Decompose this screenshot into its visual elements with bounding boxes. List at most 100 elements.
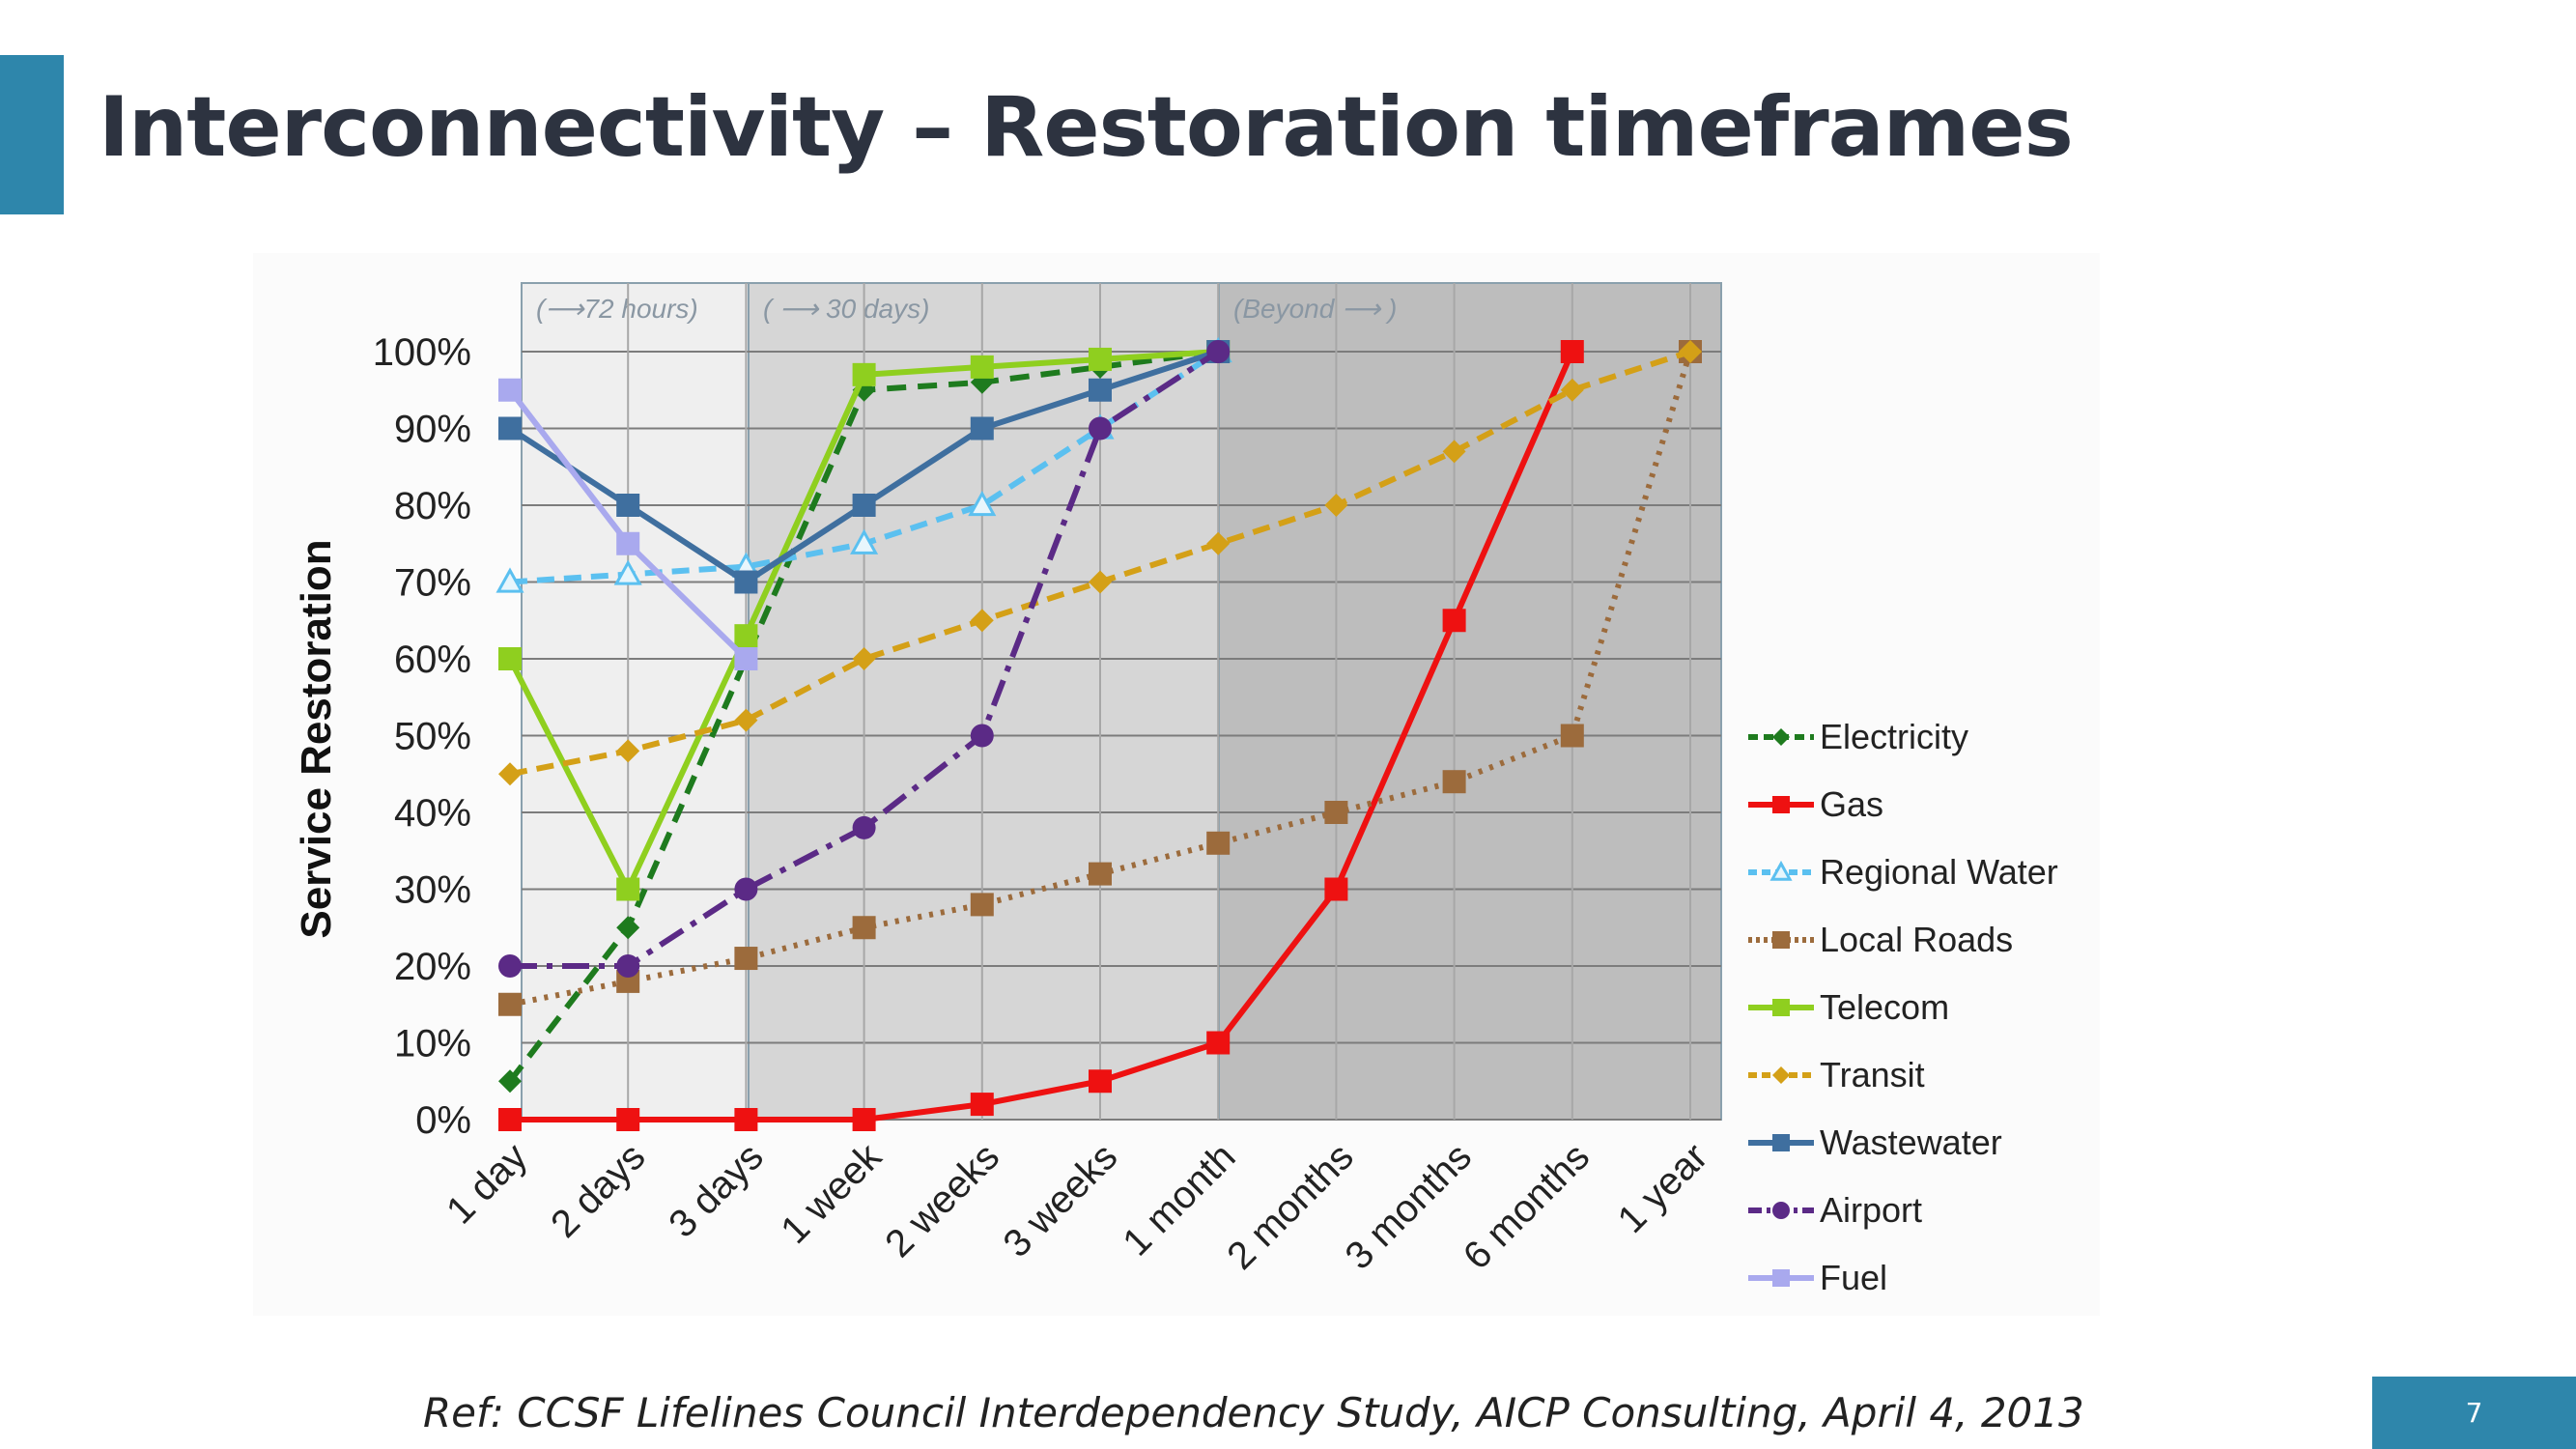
- data-point: [1772, 999, 1790, 1016]
- time-band: [1218, 282, 1722, 1121]
- data-point: [1560, 340, 1584, 363]
- y-tick-label: 60%: [394, 639, 471, 681]
- data-point: [1772, 931, 1790, 949]
- page-number: 7: [2372, 1377, 2576, 1449]
- data-point: [734, 708, 758, 732]
- x-tick-label: 1 day: [439, 1135, 535, 1232]
- data-point: [734, 1108, 758, 1131]
- x-tick-label: 2 days: [543, 1135, 653, 1245]
- data-point: [1324, 494, 1348, 517]
- data-point: [498, 762, 522, 786]
- data-point: [852, 815, 876, 839]
- data-point: [616, 954, 640, 978]
- legend-label: Transit: [1820, 1055, 1925, 1094]
- data-point: [852, 916, 876, 940]
- data-point: [1324, 801, 1348, 824]
- y-tick-label: 20%: [394, 946, 471, 988]
- data-point: [734, 570, 758, 594]
- legend-label: Wastewater: [1820, 1122, 2002, 1162]
- series-line: [510, 350, 1575, 1122]
- data-point: [970, 1093, 994, 1117]
- data-point: [1324, 877, 1348, 901]
- series-telecom: [498, 340, 1231, 901]
- y-tick-label: 30%: [394, 869, 471, 912]
- data-point: [498, 1108, 522, 1131]
- legend-item: Airport: [1748, 1190, 1922, 1230]
- legend-label: Electricity: [1820, 717, 1968, 756]
- data-point: [616, 531, 640, 555]
- title-accent-bar: [0, 55, 64, 214]
- slide-title: Interconnectivity – Restoration timefram…: [99, 79, 2074, 176]
- data-point: [1206, 531, 1231, 555]
- series-airport: [498, 340, 1231, 978]
- data-series: [495, 336, 1702, 1131]
- data-point: [852, 647, 876, 670]
- y-tick-label: 80%: [394, 485, 471, 527]
- data-point: [1206, 340, 1231, 363]
- y-tick-label: 10%: [394, 1023, 471, 1065]
- legend-item: Wastewater: [1748, 1122, 2002, 1162]
- series-transit: [498, 340, 1702, 786]
- y-axis-title: Service Restoration: [293, 539, 340, 938]
- legend-label: Telecom: [1820, 987, 1949, 1027]
- legend-item: Regional Water: [1748, 852, 2058, 892]
- x-tick-label: 2 months: [1219, 1135, 1361, 1277]
- y-tick-label: 50%: [394, 716, 471, 758]
- data-point: [498, 378, 522, 402]
- series-fuel: [498, 378, 758, 670]
- data-point: [970, 355, 994, 379]
- data-point: [1442, 770, 1466, 794]
- series-wastewater: [498, 340, 1231, 594]
- data-point: [613, 559, 642, 585]
- legend-label: Local Roads: [1820, 920, 2013, 959]
- chart-legend: Electricity Gas Regional Water Local Roads T…: [1748, 717, 2058, 1297]
- data-point: [852, 494, 876, 517]
- legend-item: Fuel: [1748, 1258, 1887, 1297]
- data-point: [498, 416, 522, 440]
- data-point: [1206, 831, 1231, 855]
- data-point: [734, 947, 758, 971]
- x-tick-label: 3 months: [1338, 1135, 1480, 1277]
- legend-label: Airport: [1820, 1190, 1922, 1230]
- data-point: [852, 1108, 876, 1131]
- data-point: [616, 494, 640, 517]
- data-point: [1679, 340, 1702, 363]
- data-point: [970, 893, 994, 917]
- data-point: [1772, 728, 1790, 746]
- data-point: [616, 739, 640, 763]
- legend-item: Local Roads: [1748, 920, 2013, 959]
- data-point: [498, 954, 522, 978]
- data-point: [734, 647, 758, 670]
- legend-item: Telecom: [1748, 987, 1949, 1027]
- legend-label: Regional Water: [1820, 852, 2058, 892]
- legend-item: Gas: [1748, 784, 1883, 824]
- data-point: [1442, 609, 1466, 633]
- data-point: [498, 1069, 522, 1094]
- time-band-label: (Beyond ⟶ ): [1233, 294, 1397, 324]
- y-tick-label: 70%: [394, 562, 471, 605]
- time-band-label: (⟶72 hours): [536, 294, 698, 324]
- data-point: [1560, 724, 1584, 748]
- data-point: [616, 877, 640, 901]
- data-point: [495, 567, 524, 593]
- data-point: [1089, 416, 1112, 440]
- data-point: [1089, 862, 1112, 886]
- data-point: [1089, 378, 1112, 402]
- data-point: [616, 916, 640, 940]
- x-tick-label: 1 week: [773, 1135, 890, 1252]
- data-point: [1769, 860, 1793, 881]
- data-point: [498, 647, 522, 670]
- y-tick-label: 0%: [415, 1099, 471, 1142]
- grid-lines: [522, 283, 1721, 1121]
- x-tick-label: 3 days: [661, 1135, 771, 1245]
- data-point: [1772, 1202, 1790, 1219]
- x-tick-label: 6 months: [1456, 1135, 1598, 1277]
- y-tick-labels: 0% 10% 20% 30% 40% 50% 60% 70% 80% 90% 100%: [373, 331, 471, 1142]
- reference-note: Ref: CCSF Lifelines Council Interdepende…: [423, 1389, 2084, 1436]
- data-point: [850, 528, 879, 554]
- data-point: [1089, 347, 1112, 371]
- data-point: [968, 490, 997, 517]
- time-band-label: ( ⟶ 30 days): [763, 294, 929, 324]
